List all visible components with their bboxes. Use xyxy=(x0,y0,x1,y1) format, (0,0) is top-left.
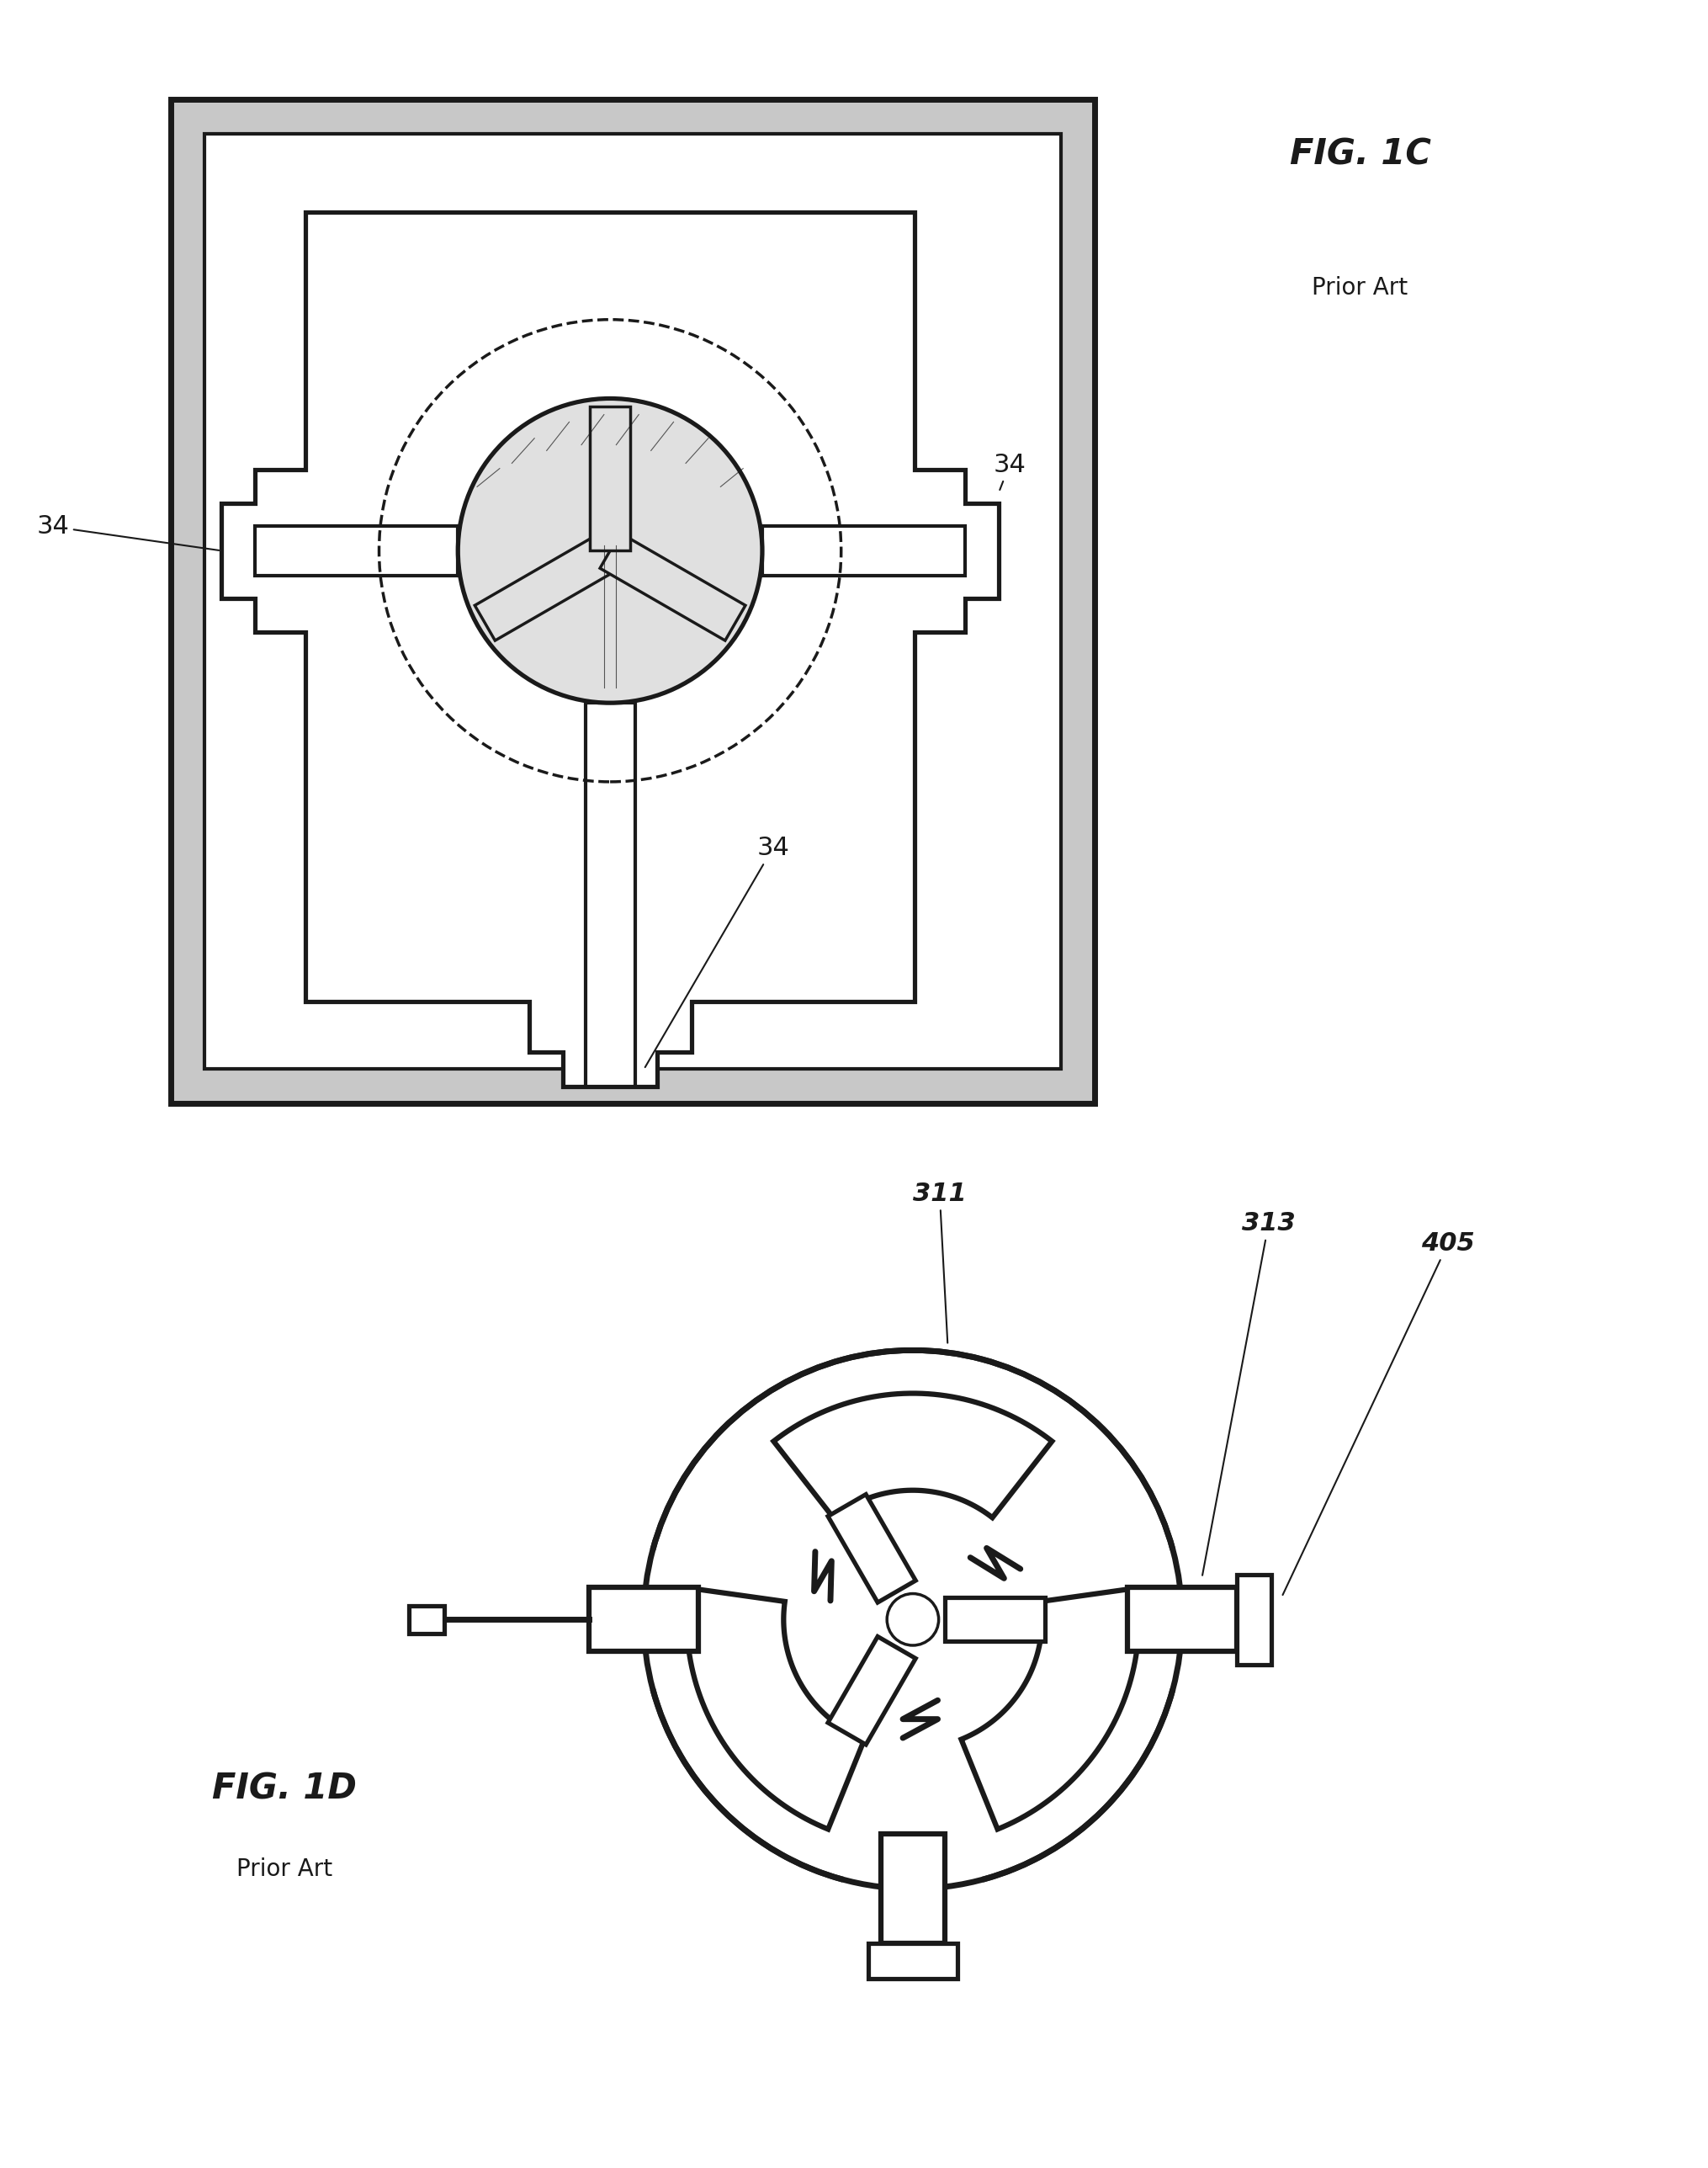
Text: 34: 34 xyxy=(36,514,219,551)
Text: Prior Art: Prior Art xyxy=(237,1858,333,1880)
Text: FIG. 1D: FIG. 1D xyxy=(212,1771,357,1806)
Polygon shape xyxy=(868,1943,956,1979)
Polygon shape xyxy=(827,1494,915,1602)
Polygon shape xyxy=(881,1834,945,1943)
Polygon shape xyxy=(687,1587,864,1830)
Polygon shape xyxy=(600,533,745,640)
Polygon shape xyxy=(1237,1574,1271,1665)
Polygon shape xyxy=(475,533,620,640)
Polygon shape xyxy=(410,1606,444,1633)
Polygon shape xyxy=(827,1637,915,1745)
Polygon shape xyxy=(586,702,635,1086)
Polygon shape xyxy=(589,405,630,551)
Polygon shape xyxy=(589,1587,699,1652)
Polygon shape xyxy=(1127,1587,1237,1652)
Polygon shape xyxy=(945,1598,1044,1641)
Text: 311: 311 xyxy=(912,1182,967,1342)
Polygon shape xyxy=(254,527,458,575)
Polygon shape xyxy=(774,1394,1052,1518)
Text: 34: 34 xyxy=(644,835,789,1067)
Text: FIG. 1C: FIG. 1C xyxy=(1290,137,1431,171)
Circle shape xyxy=(458,399,762,702)
Polygon shape xyxy=(205,134,1061,1069)
Polygon shape xyxy=(762,527,965,575)
Text: 34: 34 xyxy=(992,453,1025,490)
Text: Prior Art: Prior Art xyxy=(1312,275,1407,299)
Polygon shape xyxy=(171,100,1095,1104)
Polygon shape xyxy=(220,212,999,1086)
Text: 405: 405 xyxy=(1283,1231,1474,1596)
Polygon shape xyxy=(960,1587,1138,1830)
Circle shape xyxy=(886,1593,938,1646)
Text: 313: 313 xyxy=(1202,1212,1295,1576)
